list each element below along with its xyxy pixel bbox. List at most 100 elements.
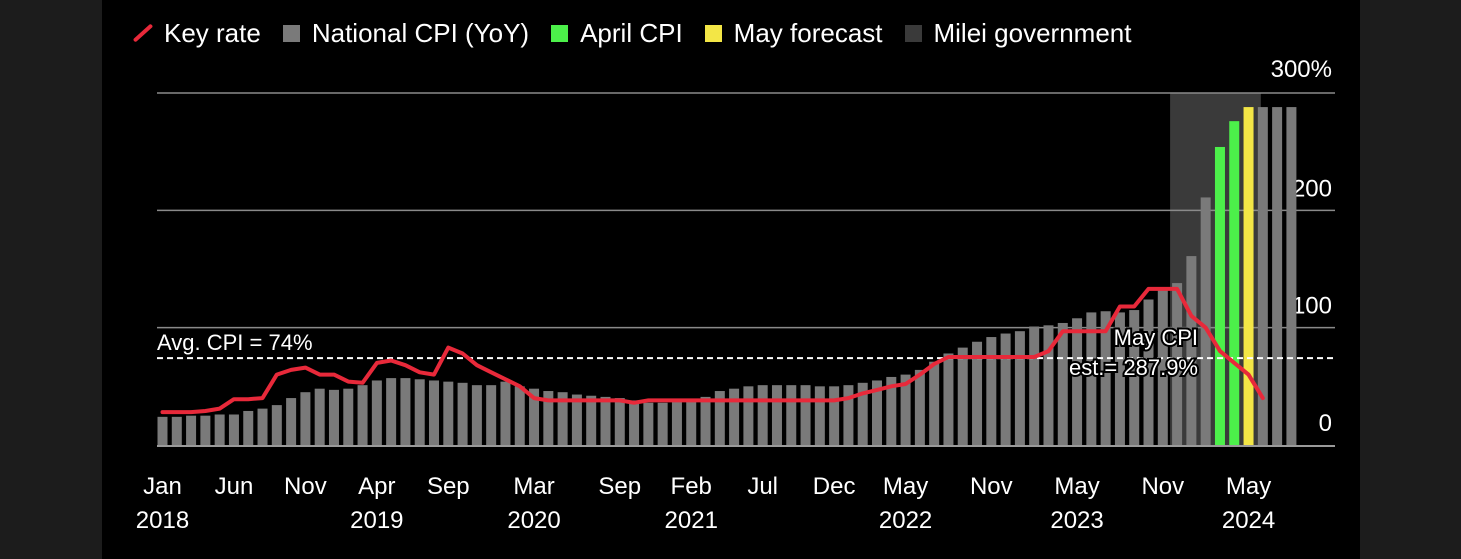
x-tick-year: 2018 bbox=[136, 507, 189, 534]
cpi-bar bbox=[1086, 312, 1097, 445]
x-tick-month: Jul bbox=[747, 473, 778, 500]
gray-swatch-icon bbox=[282, 24, 300, 42]
y-tick-label: 200 bbox=[1292, 175, 1332, 202]
cpi-bar bbox=[614, 398, 625, 445]
cpi-bar bbox=[1243, 107, 1254, 445]
x-tick-month: Sep bbox=[598, 473, 641, 500]
cpi-bar bbox=[686, 400, 697, 445]
legend-label-key-rate: Key rate bbox=[164, 17, 261, 48]
green-swatch-icon bbox=[551, 24, 569, 42]
cpi-bar bbox=[1129, 310, 1140, 445]
cpi-bar bbox=[314, 388, 325, 445]
y-tick-label: 100 bbox=[1292, 293, 1332, 320]
key-rate-line bbox=[160, 286, 1265, 415]
cpi-bar bbox=[386, 378, 397, 445]
cpi-bar bbox=[957, 347, 968, 445]
y-tick-label: 300% bbox=[1271, 56, 1332, 83]
cpi-bar bbox=[1029, 326, 1040, 445]
x-tick-year: 2021 bbox=[665, 507, 718, 534]
legend-label-april-cpi: April CPI bbox=[580, 17, 683, 48]
cpi-bar bbox=[1100, 311, 1111, 445]
cpi-bar bbox=[457, 382, 468, 445]
cpi-bar bbox=[300, 392, 311, 445]
cpi-bar bbox=[443, 381, 454, 445]
cpi-bar bbox=[643, 402, 654, 445]
cpi-bar bbox=[657, 402, 668, 445]
chart-legend: Key rate National CPI (YoY) April CPI Ma… bbox=[130, 16, 1153, 50]
legend-item-national-cpi: National CPI (YoY) bbox=[282, 17, 530, 49]
cpi-bar bbox=[486, 385, 497, 445]
legend-item-may-forecast: May forecast bbox=[704, 17, 883, 49]
cpi-bar bbox=[157, 416, 168, 445]
cpi-bar bbox=[1200, 197, 1211, 445]
cpi-bar bbox=[514, 386, 525, 445]
cpi-bar bbox=[200, 415, 211, 445]
legend-label-national-cpi: National CPI (YoY) bbox=[311, 17, 530, 48]
cpi-bar bbox=[414, 379, 425, 445]
cpi-bar bbox=[529, 388, 540, 445]
legend-item-april-cpi: April CPI bbox=[551, 18, 683, 49]
x-tick-month: Nov bbox=[284, 473, 327, 500]
cpi-bar bbox=[1143, 299, 1154, 445]
cpi-bar bbox=[328, 389, 339, 445]
may-cpi-annotation: May CPI bbox=[1114, 325, 1198, 350]
cpi-bar bbox=[214, 414, 225, 445]
cpi-bar bbox=[500, 381, 511, 445]
cpi-bar bbox=[1286, 107, 1297, 445]
x-tick-month: Mar bbox=[513, 473, 554, 500]
cpi-bar bbox=[743, 386, 754, 445]
cpi-bar bbox=[1014, 331, 1025, 445]
cpi-bar bbox=[557, 392, 568, 445]
cpi-bar bbox=[1057, 322, 1068, 445]
x-tick-month: Dec bbox=[813, 473, 856, 500]
x-tick-year: 2020 bbox=[507, 507, 560, 534]
cpi-bar bbox=[629, 400, 640, 445]
x-tick-month: Nov bbox=[970, 473, 1013, 500]
x-tick-month: Apr bbox=[358, 473, 395, 500]
x-tick-year: 2022 bbox=[879, 507, 932, 534]
x-tick-month: May bbox=[1226, 473, 1271, 500]
cpi-bar bbox=[872, 380, 882, 445]
cpi-bar bbox=[943, 353, 954, 445]
cpi-bar bbox=[786, 385, 797, 445]
cpi-bar bbox=[471, 385, 482, 445]
cpi-bar bbox=[1257, 107, 1268, 445]
cpi-bar bbox=[1214, 146, 1225, 445]
cpi-bar bbox=[171, 416, 182, 445]
x-tick-month: Jun bbox=[215, 473, 254, 500]
cpi-bar bbox=[1000, 333, 1011, 445]
cpi-bar bbox=[886, 376, 897, 445]
x-tick-year: 2023 bbox=[1050, 507, 1103, 534]
x-tick-month: Sep bbox=[427, 473, 470, 500]
cpi-bar bbox=[1072, 318, 1083, 445]
cpi-bar bbox=[814, 386, 825, 445]
avg-cpi-label: Avg. CPI = 74% bbox=[157, 330, 313, 355]
cpi-bar bbox=[1172, 283, 1183, 445]
yellow-swatch-icon bbox=[704, 24, 722, 42]
may-cpi-estimate: est.= 287.9% bbox=[1069, 355, 1198, 380]
cpi-bar bbox=[586, 395, 597, 445]
cpi-bar bbox=[829, 386, 840, 445]
cpi-bar bbox=[671, 401, 682, 445]
cpi-bar bbox=[271, 405, 282, 445]
legend-label-may-forecast: May forecast bbox=[733, 17, 883, 48]
cpi-bar bbox=[929, 361, 940, 445]
cpi-bar bbox=[729, 388, 740, 445]
dark-swatch-icon bbox=[904, 24, 922, 42]
cpi-bar bbox=[1114, 312, 1125, 445]
cpi-bar bbox=[343, 388, 354, 445]
y-tick-label: 0 bbox=[1319, 410, 1332, 437]
cpi-bar bbox=[286, 398, 297, 445]
cpi-bar bbox=[400, 378, 411, 445]
cpi-bar bbox=[914, 369, 925, 445]
cpi-bar bbox=[714, 391, 725, 445]
cpi-bar bbox=[800, 385, 811, 445]
x-tick-month: May bbox=[883, 473, 928, 500]
cpi-bar bbox=[972, 341, 983, 445]
x-tick-month: Jan bbox=[143, 473, 182, 500]
cpi-bar bbox=[600, 396, 611, 445]
legend-item-milei-government: Milei government bbox=[904, 18, 1131, 49]
cpi-bar bbox=[857, 382, 868, 445]
cpi-bar bbox=[1043, 325, 1054, 445]
